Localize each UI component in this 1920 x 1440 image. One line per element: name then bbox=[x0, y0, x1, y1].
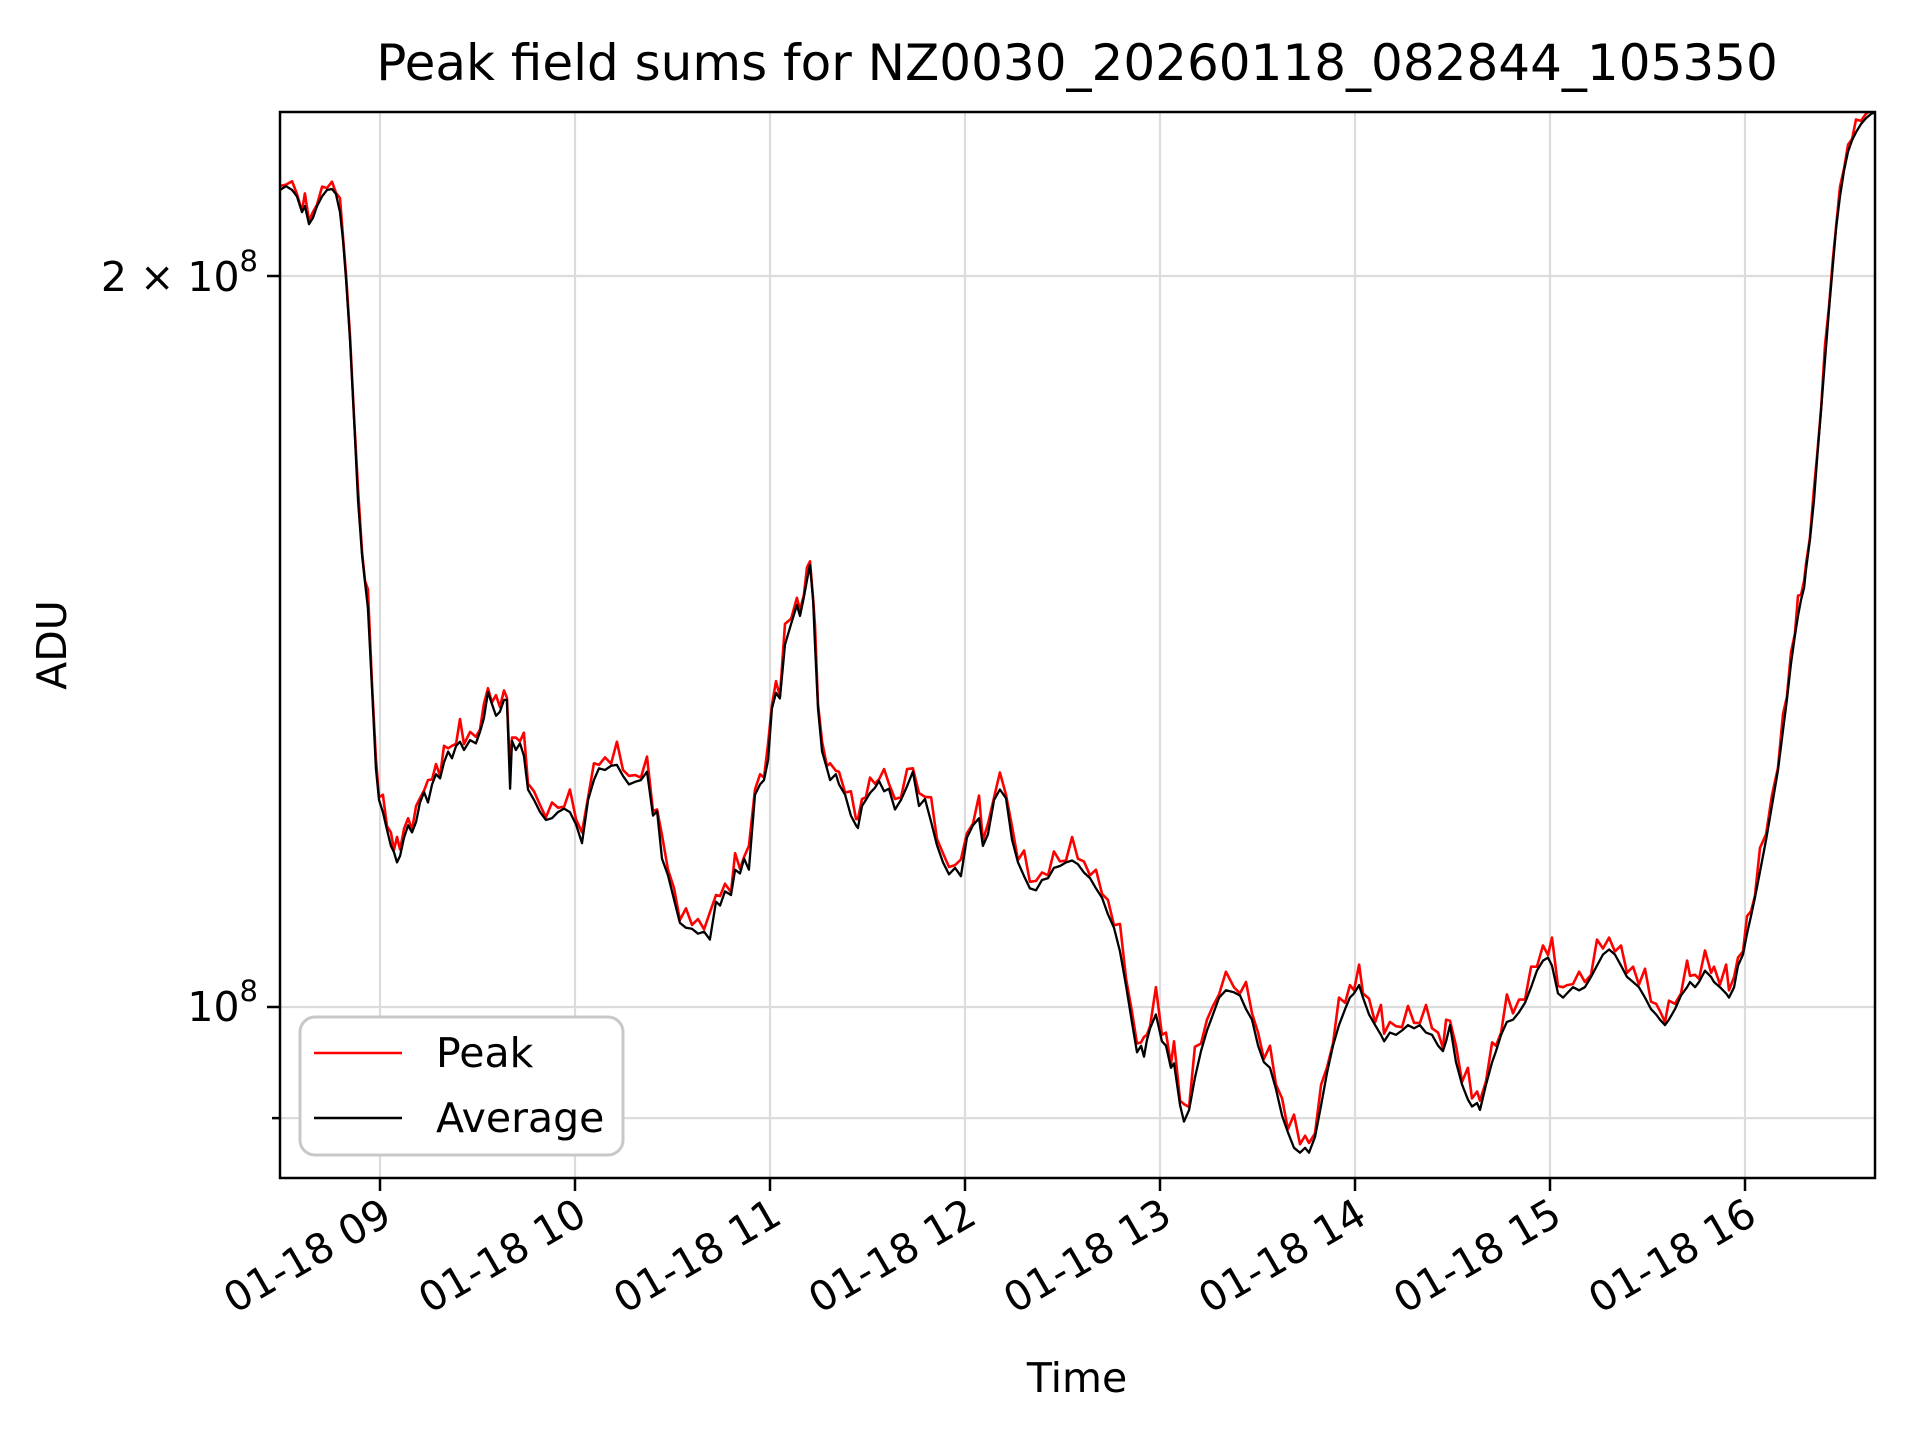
plot-frame bbox=[278, 110, 1877, 1180]
y-tick-label-2e8: 2 × 108 bbox=[101, 244, 258, 301]
peak-series-line bbox=[280, 112, 1875, 1146]
x-axis-label: Time bbox=[1026, 1354, 1127, 1402]
x-tick-label: 01-18 09 bbox=[215, 1189, 399, 1323]
x-tick-label: 01-18 10 bbox=[410, 1189, 594, 1323]
average-series-line bbox=[280, 112, 1875, 1154]
x-tick-labels-group: 01-18 09 01-18 10 01-18 11 01-18 12 01-18 13… bbox=[215, 1189, 1764, 1323]
data-series-group bbox=[280, 112, 1875, 1154]
x-tick-label: 01-18 11 bbox=[605, 1189, 789, 1323]
x-tick-label: 01-18 15 bbox=[1385, 1189, 1569, 1323]
x-tick-label: 01-18 13 bbox=[995, 1189, 1179, 1323]
x-tick-label: 01-18 12 bbox=[800, 1189, 984, 1323]
legend-box bbox=[298, 1015, 625, 1157]
x-tick-label: 01-18 16 bbox=[1580, 1189, 1764, 1323]
chart-title: Peak field sums for NZ0030_20260118_0828… bbox=[376, 34, 1778, 92]
y-axis-label: ADU bbox=[28, 600, 76, 690]
legend-average-label: Average bbox=[436, 1094, 604, 1142]
y-tick-label-1e8: 108 bbox=[187, 974, 258, 1031]
axis-tick-marks bbox=[267, 274, 1747, 1191]
legend-peak-label: Peak bbox=[436, 1029, 534, 1077]
x-tick-label: 01-18 14 bbox=[1190, 1189, 1374, 1323]
legend: Peak Average bbox=[298, 1015, 625, 1157]
